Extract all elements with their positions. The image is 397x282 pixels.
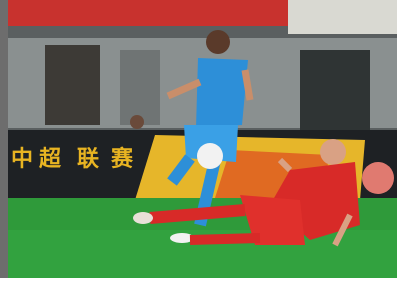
board-char: 联 bbox=[77, 147, 99, 172]
page: 中 超 联 赛 (() => { const data = JSON.parse… bbox=[0, 0, 397, 282]
ball bbox=[197, 143, 223, 169]
spectator bbox=[130, 115, 144, 129]
head bbox=[320, 139, 346, 165]
photo: 中 超 联 赛 bbox=[0, 0, 397, 282]
arm bbox=[245, 70, 250, 100]
pillar bbox=[120, 50, 160, 125]
head bbox=[206, 30, 230, 54]
top-banner bbox=[8, 0, 288, 26]
board-char: 中 bbox=[11, 147, 33, 172]
boot bbox=[133, 212, 153, 224]
dark-window bbox=[300, 50, 370, 130]
board-logo bbox=[362, 162, 394, 194]
leg bbox=[190, 238, 260, 240]
doorway bbox=[45, 45, 100, 125]
board-char: 赛 bbox=[110, 146, 134, 172]
board-char: 超 bbox=[39, 147, 62, 172]
top-banner-right bbox=[288, 0, 397, 34]
leg bbox=[150, 210, 245, 218]
jersey bbox=[196, 58, 248, 128]
left-border bbox=[0, 0, 8, 278]
